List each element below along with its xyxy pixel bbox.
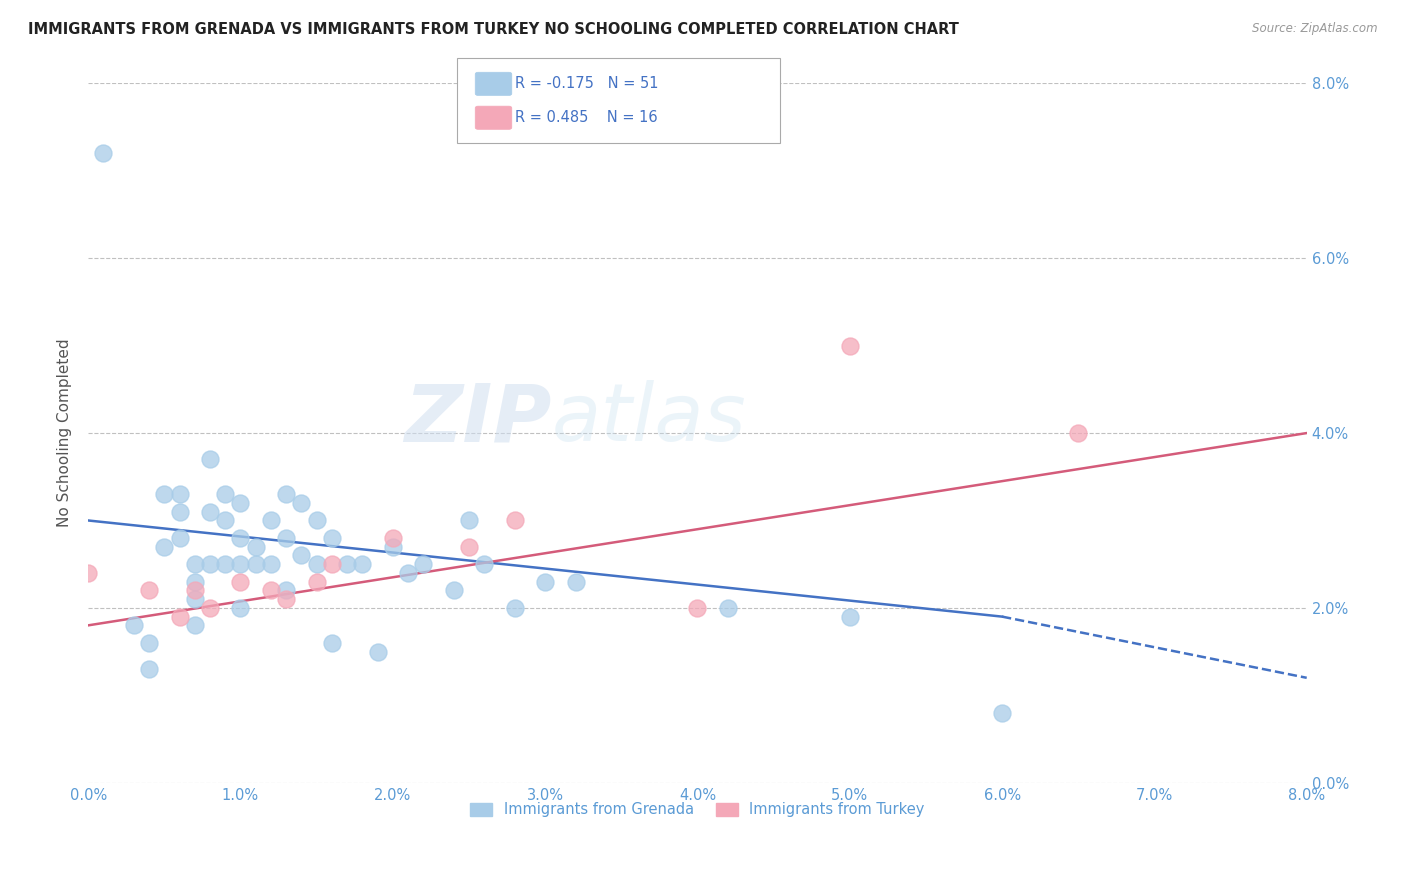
Point bbox=[305, 513, 328, 527]
Point bbox=[229, 557, 252, 571]
Point bbox=[214, 487, 236, 501]
Point bbox=[184, 574, 207, 589]
Text: R = -0.175   N = 51: R = -0.175 N = 51 bbox=[515, 77, 658, 91]
Point bbox=[472, 557, 495, 571]
Point bbox=[198, 505, 221, 519]
Point bbox=[991, 706, 1014, 720]
Point bbox=[122, 618, 145, 632]
Point bbox=[93, 146, 115, 161]
Point bbox=[352, 557, 374, 571]
Text: ZIP: ZIP bbox=[404, 380, 551, 458]
Point bbox=[77, 566, 100, 580]
Point bbox=[458, 513, 481, 527]
Point bbox=[184, 618, 207, 632]
Text: IMMIGRANTS FROM GRENADA VS IMMIGRANTS FROM TURKEY NO SCHOOLING COMPLETED CORRELA: IMMIGRANTS FROM GRENADA VS IMMIGRANTS FR… bbox=[28, 22, 959, 37]
Point bbox=[534, 574, 557, 589]
Y-axis label: No Schooling Completed: No Schooling Completed bbox=[58, 339, 72, 527]
Point bbox=[138, 662, 160, 676]
Point bbox=[321, 531, 343, 545]
Point bbox=[381, 531, 404, 545]
Point bbox=[198, 452, 221, 467]
Point bbox=[214, 557, 236, 571]
Text: atlas: atlas bbox=[551, 380, 747, 458]
Point bbox=[686, 600, 709, 615]
Point bbox=[838, 339, 860, 353]
Point bbox=[305, 574, 328, 589]
Point bbox=[276, 592, 298, 607]
Point bbox=[260, 583, 283, 598]
Point bbox=[564, 574, 586, 589]
Point bbox=[169, 487, 191, 501]
Point bbox=[153, 487, 176, 501]
Point bbox=[153, 540, 176, 554]
Point bbox=[458, 540, 481, 554]
Point bbox=[138, 583, 160, 598]
Point bbox=[260, 557, 283, 571]
Point bbox=[838, 609, 860, 624]
Point bbox=[276, 487, 298, 501]
Point bbox=[290, 549, 312, 563]
Point bbox=[198, 557, 221, 571]
Point bbox=[321, 636, 343, 650]
Point bbox=[503, 600, 526, 615]
Point bbox=[245, 540, 267, 554]
Point bbox=[198, 600, 221, 615]
Text: Source: ZipAtlas.com: Source: ZipAtlas.com bbox=[1253, 22, 1378, 36]
Point bbox=[184, 592, 207, 607]
Point bbox=[169, 609, 191, 624]
Text: R = 0.485    N = 16: R = 0.485 N = 16 bbox=[515, 111, 657, 125]
Legend: Immigrants from Grenada, Immigrants from Turkey: Immigrants from Grenada, Immigrants from… bbox=[463, 795, 932, 824]
Point bbox=[169, 505, 191, 519]
Point bbox=[336, 557, 359, 571]
Point bbox=[214, 513, 236, 527]
Point bbox=[184, 557, 207, 571]
Point bbox=[138, 636, 160, 650]
Point bbox=[321, 557, 343, 571]
Point bbox=[245, 557, 267, 571]
Point bbox=[276, 583, 298, 598]
Point bbox=[260, 513, 283, 527]
Point bbox=[1067, 426, 1090, 441]
Point bbox=[229, 600, 252, 615]
Point bbox=[443, 583, 465, 598]
Point bbox=[184, 583, 207, 598]
Point bbox=[290, 496, 312, 510]
Point bbox=[396, 566, 419, 580]
Point bbox=[717, 600, 740, 615]
Point bbox=[276, 531, 298, 545]
Point bbox=[412, 557, 434, 571]
Point bbox=[229, 496, 252, 510]
Point bbox=[381, 540, 404, 554]
Point bbox=[367, 644, 389, 658]
Point bbox=[229, 574, 252, 589]
Point bbox=[229, 531, 252, 545]
Point bbox=[305, 557, 328, 571]
Point bbox=[503, 513, 526, 527]
Point bbox=[169, 531, 191, 545]
